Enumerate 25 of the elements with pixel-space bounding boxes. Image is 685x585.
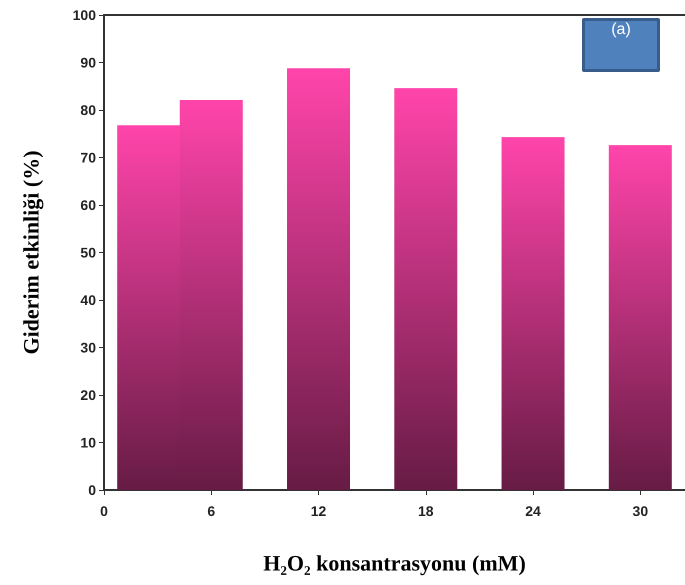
y-tick-label: 10 (80, 434, 96, 450)
y-tick-label: 20 (80, 387, 96, 403)
bar (608, 145, 672, 490)
x-axis-title: H₂O₂ konsantrasyonu (mM) (263, 550, 526, 576)
bar (117, 125, 180, 490)
x-tick-label: 30 (632, 503, 648, 519)
y-tick-label: 30 (80, 340, 96, 356)
y-tick-label: 90 (80, 54, 96, 70)
y-tick-label: 100 (72, 7, 96, 23)
bar (287, 68, 350, 490)
bar (502, 137, 565, 490)
y-axis-title: Giderim etkinliği (%) (18, 150, 44, 355)
x-tick-label: 18 (418, 503, 434, 519)
y-tick-label: 0 (88, 482, 96, 498)
y-tick-label: 60 (80, 197, 96, 213)
y-tick-label: 70 (80, 150, 96, 166)
y-tick-label: 50 (80, 244, 96, 260)
y-tick-label: 40 (80, 292, 96, 308)
y-tick-label: 80 (80, 102, 96, 118)
x-tick-label: 12 (310, 503, 327, 519)
bar (394, 88, 458, 490)
x-tick-label: 24 (525, 503, 542, 519)
bar (180, 100, 243, 490)
x-tick-label: 0 (100, 503, 108, 519)
x-tick-label: 6 (207, 503, 216, 519)
